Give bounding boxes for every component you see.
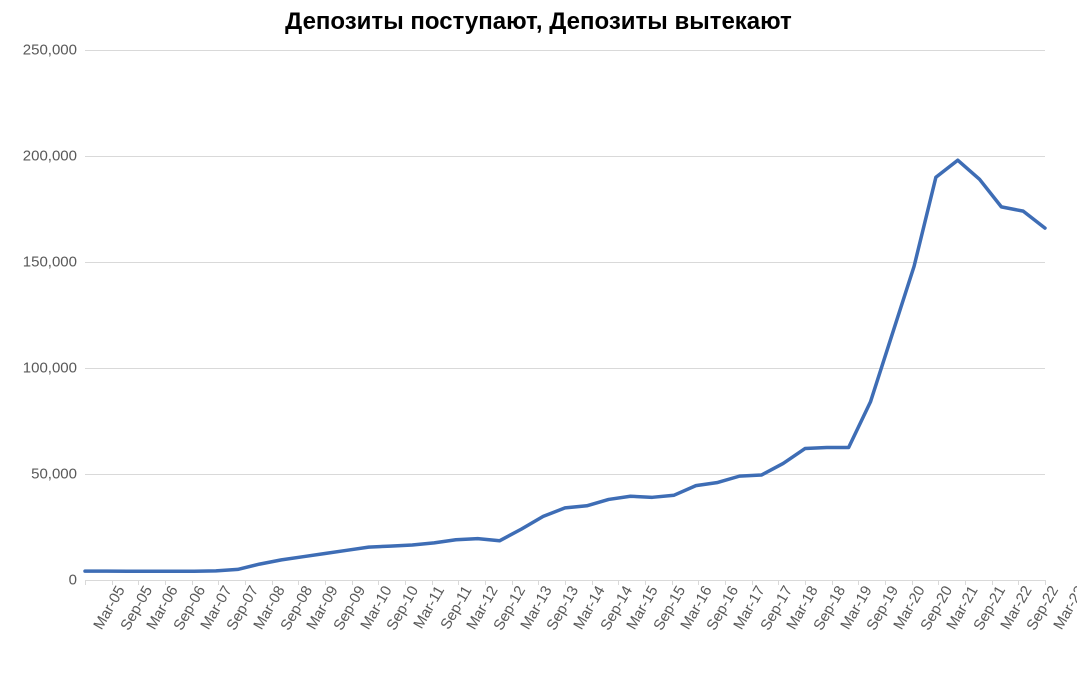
x-tick	[112, 580, 113, 585]
line-series	[85, 50, 1045, 580]
x-tick	[778, 580, 779, 585]
series-line	[85, 160, 1045, 571]
x-tick	[832, 580, 833, 585]
x-tick	[592, 580, 593, 585]
x-tick	[192, 580, 193, 585]
x-tick	[85, 580, 86, 585]
x-tick	[992, 580, 993, 585]
plot-area: 050,000100,000150,000200,000250,000Mar-0…	[85, 50, 1045, 580]
x-tick	[805, 580, 806, 585]
x-tick	[218, 580, 219, 585]
x-tick	[752, 580, 753, 585]
x-tick	[538, 580, 539, 585]
x-tick	[885, 580, 886, 585]
x-tick	[405, 580, 406, 585]
x-tick	[645, 580, 646, 585]
x-tick	[725, 580, 726, 585]
x-tick	[165, 580, 166, 585]
y-tick-label: 100,000	[23, 360, 85, 377]
y-tick-label: 50,000	[31, 466, 85, 483]
y-tick-label: 200,000	[23, 148, 85, 165]
x-tick	[698, 580, 699, 585]
y-tick-label: 250,000	[23, 42, 85, 59]
x-tick	[138, 580, 139, 585]
x-tick	[858, 580, 859, 585]
x-tick	[458, 580, 459, 585]
x-tick	[272, 580, 273, 585]
x-tick	[938, 580, 939, 585]
x-tick	[352, 580, 353, 585]
y-tick-label: 150,000	[23, 254, 85, 271]
x-tick	[1018, 580, 1019, 585]
x-tick	[485, 580, 486, 585]
x-tick	[1045, 580, 1046, 585]
x-tick	[325, 580, 326, 585]
x-tick	[965, 580, 966, 585]
x-tick	[298, 580, 299, 585]
x-tick	[378, 580, 379, 585]
chart-container: Депозиты поступают, Депозиты вытекают 05…	[0, 0, 1077, 684]
x-tick	[912, 580, 913, 585]
x-tick	[512, 580, 513, 585]
x-tick	[618, 580, 619, 585]
x-tick	[432, 580, 433, 585]
x-tick	[672, 580, 673, 585]
chart-title: Депозиты поступают, Депозиты вытекают	[0, 8, 1077, 36]
x-tick	[245, 580, 246, 585]
y-tick-label: 0	[69, 572, 85, 589]
x-tick	[565, 580, 566, 585]
